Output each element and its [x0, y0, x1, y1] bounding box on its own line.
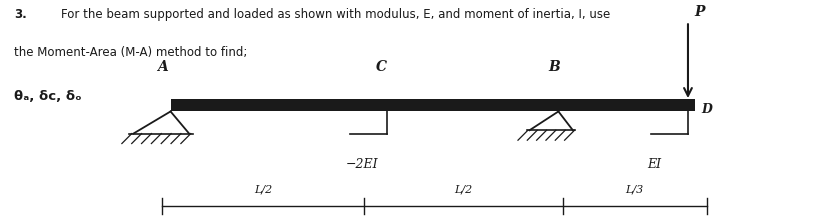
- Text: 3.: 3.: [14, 8, 26, 21]
- FancyBboxPatch shape: [170, 99, 694, 112]
- Text: B: B: [547, 60, 560, 74]
- Text: L/2: L/2: [454, 185, 472, 195]
- Text: P: P: [694, 5, 704, 19]
- Text: For the beam supported and loaded as shown with modulus, E, and moment of inerti: For the beam supported and loaded as sho…: [60, 8, 609, 21]
- Text: L/2: L/2: [254, 185, 272, 195]
- Text: θₐ, δᴄ, δₒ: θₐ, δᴄ, δₒ: [14, 90, 81, 103]
- Text: A: A: [157, 60, 168, 74]
- Text: −2EI: −2EI: [345, 158, 378, 171]
- Text: L/3: L/3: [625, 185, 643, 195]
- Text: D: D: [700, 103, 711, 116]
- Text: EI: EI: [646, 158, 660, 171]
- Text: C: C: [375, 60, 386, 74]
- Text: the Moment-Area (M-A) method to find;: the Moment-Area (M-A) method to find;: [14, 46, 246, 59]
